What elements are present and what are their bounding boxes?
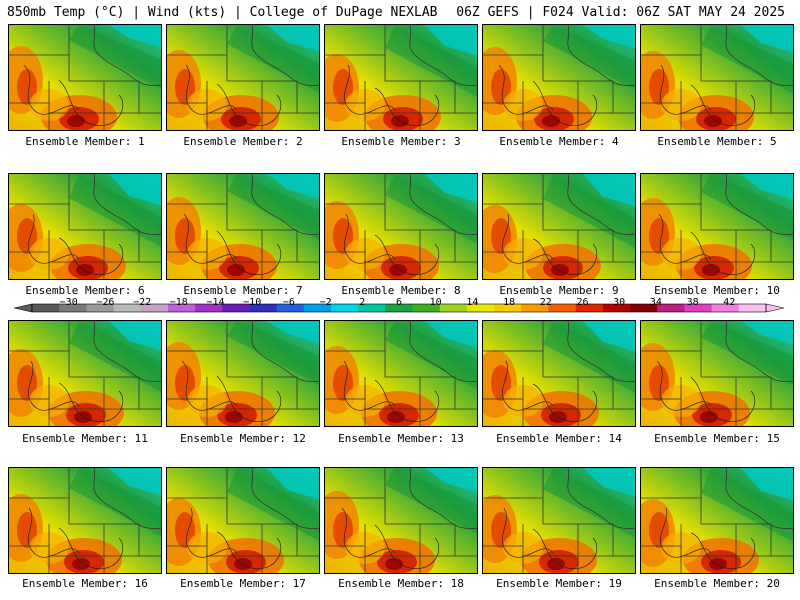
ensemble-member-map [640, 173, 794, 280]
ensemble-member-label: Ensemble Member: 4 [499, 135, 619, 148]
ensemble-member-label: Ensemble Member: 11 [22, 432, 148, 445]
ensemble-member-label: Ensemble Member: 12 [180, 432, 306, 445]
colorbar-tick-label: −26 [96, 297, 115, 308]
colorbar-segment [738, 304, 767, 312]
colorbar-right-arrow [765, 303, 784, 313]
ensemble-member-label: Ensemble Member: 1 [25, 135, 145, 148]
colorbar-tick-label: −18 [169, 297, 188, 308]
colorbar-segment [439, 304, 468, 312]
ensemble-member-label: Ensemble Member: 7 [183, 284, 303, 297]
ensemble-member-label: Ensemble Member: 3 [341, 135, 461, 148]
colorbar-tick-label: 30 [613, 297, 626, 308]
colorbar-segment [602, 304, 631, 312]
colorbar-segment [222, 304, 250, 312]
ensemble-member-label: Ensemble Member: 17 [180, 577, 306, 590]
colorbar-segment [32, 304, 60, 312]
colorbar-tick-label: −2 [319, 297, 332, 308]
colorbar-left-arrow [14, 303, 33, 313]
ensemble-member-map [324, 173, 478, 280]
colorbar-tick-label: 34 [649, 297, 662, 308]
ensemble-member-label: Ensemble Member: 20 [654, 577, 780, 590]
colorbar-segment [167, 304, 196, 312]
ensemble-member-map [482, 320, 636, 427]
ensemble-member-map [8, 320, 162, 427]
colorbar-tick-label: −14 [206, 297, 225, 308]
ensemble-member-map [166, 173, 320, 280]
colorbar-tick-label: 38 [686, 297, 699, 308]
ensemble-member-map [640, 24, 794, 131]
colorbar-segment [113, 304, 142, 312]
colorbar-segment [86, 304, 115, 312]
ensemble-member-map [166, 467, 320, 574]
ensemble-member-label: Ensemble Member: 2 [183, 135, 303, 148]
colorbar-tick-label: 22 [539, 297, 552, 308]
colorbar-tick-label: −6 [282, 297, 295, 308]
ensemble-member-label: Ensemble Member: 18 [338, 577, 464, 590]
colorbar-segment [494, 304, 522, 312]
ensemble-member-label: Ensemble Member: 8 [341, 284, 461, 297]
ensemble-member-label: Ensemble Member: 5 [657, 135, 777, 148]
colorbar-segment [630, 304, 658, 312]
colorbar-tick-label: 42 [723, 297, 736, 308]
colorbar-segment [195, 304, 223, 312]
colorbar-segment [140, 304, 169, 312]
colorbar-segment [276, 304, 305, 312]
ensemble-member-label: Ensemble Member: 10 [654, 284, 780, 297]
colorbar-segment [249, 304, 278, 312]
ensemble-member-map [640, 320, 794, 427]
run-valid-time: 06Z GEFS | F024 Valid: 06Z SAT MAY 24 20… [456, 5, 785, 20]
colorbar-segment [657, 304, 685, 312]
colorbar-tick-label: 2 [359, 297, 366, 308]
ensemble-member-label: Ensemble Member: 6 [25, 284, 145, 297]
colorbar-segment [684, 304, 713, 312]
ensemble-member-map [324, 320, 478, 427]
colorbar-tick-label: 18 [503, 297, 516, 308]
ensemble-member-map [482, 173, 636, 280]
map-title: 850mb Temp (°C) | Wind (kts) | College o… [7, 5, 438, 20]
ensemble-member-map [166, 320, 320, 427]
colorbar-segment [575, 304, 604, 312]
ensemble-member-map [166, 24, 320, 131]
ensemble-member-label: Ensemble Member: 13 [338, 432, 464, 445]
colorbar-segment [711, 304, 740, 312]
ensemble-member-map [8, 24, 162, 131]
colorbar-tick-label: −22 [133, 297, 152, 308]
colorbar-tick-label: 26 [576, 297, 589, 308]
colorbar-segment [412, 304, 441, 312]
ensemble-member-map [324, 467, 478, 574]
ensemble-member-label: Ensemble Member: 15 [654, 432, 780, 445]
colorbar-tick-label: 6 [395, 297, 403, 308]
colorbar-segment [331, 304, 359, 312]
ensemble-member-map [482, 467, 636, 574]
colorbar-segment [385, 304, 414, 312]
colorbar-tick-label: −30 [59, 297, 78, 308]
colorbar-segment [521, 304, 550, 312]
colorbar-segment [466, 304, 495, 312]
ensemble-member-label: Ensemble Member: 9 [499, 284, 619, 297]
ensemble-member-map [8, 173, 162, 280]
ensemble-member-label: Ensemble Member: 16 [22, 577, 148, 590]
colorbar-segment [59, 304, 87, 312]
colorbar-segment [358, 304, 386, 312]
colorbar-segment [548, 304, 577, 312]
ensemble-member-map [482, 24, 636, 131]
colorbar-tick-label: 10 [429, 297, 442, 308]
temperature-colorbar [14, 303, 784, 313]
colorbar-tick-label: 14 [466, 297, 479, 308]
ensemble-member-label: Ensemble Member: 19 [496, 577, 622, 590]
ensemble-member-map [640, 467, 794, 574]
ensemble-member-label: Ensemble Member: 14 [496, 432, 622, 445]
colorbar-tick-label: −10 [243, 297, 262, 308]
colorbar-segment [303, 304, 332, 312]
ensemble-member-map [8, 467, 162, 574]
ensemble-member-map [324, 24, 478, 131]
